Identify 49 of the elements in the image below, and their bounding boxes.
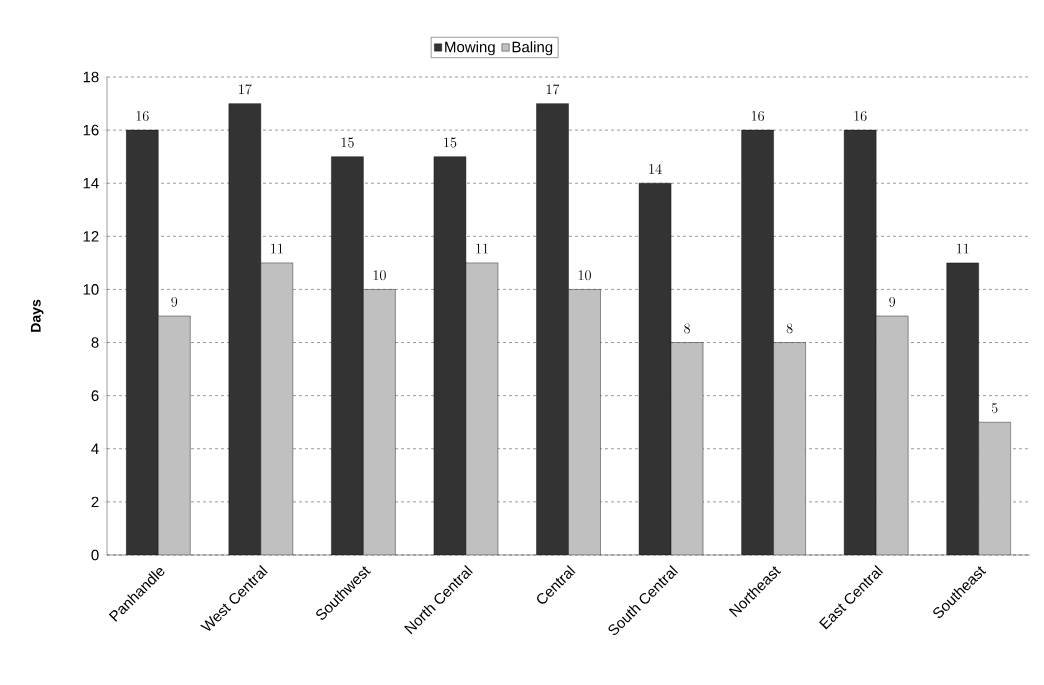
bar <box>639 183 672 555</box>
y-tick-label: 16 <box>83 124 99 136</box>
bar <box>260 262 293 555</box>
bar <box>228 103 261 555</box>
legend-label: Baling <box>512 41 553 56</box>
legend-label: Mowing <box>445 41 495 56</box>
bar <box>331 156 364 555</box>
bar <box>978 422 1011 555</box>
bar <box>568 289 601 555</box>
bar <box>433 156 466 555</box>
bar <box>844 130 877 555</box>
bar <box>741 130 774 555</box>
y-tick-label: 0 <box>91 549 99 561</box>
data-label: 8 <box>786 323 793 334</box>
data-label: 17 <box>239 84 252 95</box>
data-label: 10 <box>373 270 386 281</box>
data-label: 17 <box>546 84 560 95</box>
bar <box>158 315 191 555</box>
bar <box>773 342 806 555</box>
data-label: 11 <box>476 243 488 254</box>
bar <box>363 289 396 555</box>
y-tick-label: 12 <box>83 231 99 242</box>
y-tick-label: 8 <box>91 337 99 348</box>
bar <box>946 262 979 555</box>
data-label: 16 <box>854 111 867 121</box>
data-label: 16 <box>751 111 765 121</box>
y-tick-label: 4 <box>91 443 99 454</box>
data-label: 10 <box>578 270 591 281</box>
y-tick-label: 6 <box>91 390 99 401</box>
bar <box>536 103 569 555</box>
data-label: 15 <box>444 137 457 148</box>
data-label: 8 <box>684 323 690 334</box>
data-label: 14 <box>649 163 662 174</box>
data-label: 5 <box>991 403 998 413</box>
bar <box>465 262 498 555</box>
y-tick-label: 18 <box>83 71 99 83</box>
y-tick-label: 14 <box>83 178 99 189</box>
bar <box>671 342 704 555</box>
data-label: 9 <box>171 296 178 307</box>
bar <box>876 315 909 555</box>
y-tick-label: 2 <box>91 496 99 508</box>
data-label: 11 <box>271 243 283 254</box>
bar <box>126 130 159 555</box>
y-axis-title: Days <box>30 299 44 332</box>
data-label: 9 <box>889 296 896 307</box>
data-label: 15 <box>341 137 354 148</box>
y-tick-label: 10 <box>83 284 99 295</box>
data-label: 16 <box>136 111 149 121</box>
data-label: 11 <box>956 243 969 254</box>
